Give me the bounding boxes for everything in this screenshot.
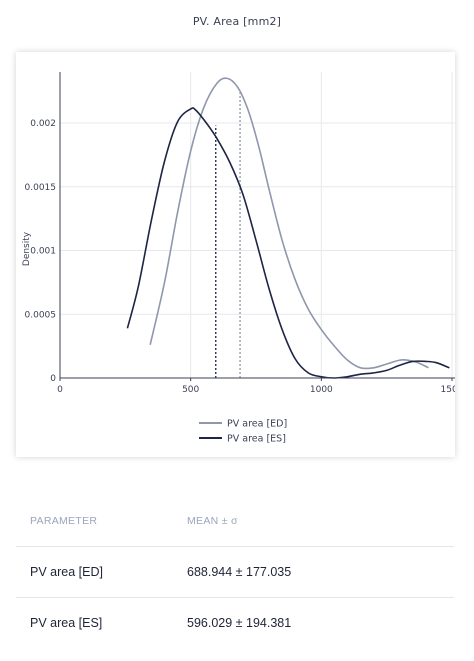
- legend[interactable]: PV area [ED] PV area [ES]: [199, 419, 287, 445]
- mean-lines: [215, 92, 241, 378]
- row-parameter: PV area [ED]: [30, 565, 103, 579]
- y-tick-label: 0.0005: [25, 310, 57, 320]
- table-row: PV area [ED] 688.944 ± 177.035: [16, 547, 454, 598]
- series-line: [149, 77, 429, 370]
- legend-item-label[interactable]: PV area [ES]: [227, 434, 286, 445]
- y-tick-label: 0.001: [30, 247, 56, 257]
- row-mean: 596.029 ± 194.381: [187, 616, 292, 630]
- grid-lines: [60, 72, 455, 378]
- header-mean: MEAN ± σ: [187, 514, 238, 527]
- row-parameter: PV area [ES]: [30, 616, 103, 630]
- y-axis-label: Density: [22, 231, 32, 266]
- series-lines: [126, 77, 450, 379]
- axes: [59, 72, 455, 379]
- table-header: PARAMETER MEAN ± σ: [16, 495, 454, 547]
- parameter-table: PARAMETER MEAN ± σ PV area [ED] 688.944 …: [16, 495, 454, 648]
- x-tick-label: 500: [182, 385, 199, 395]
- table-row: PV area [ES] 596.029 ± 194.381: [16, 598, 454, 648]
- legend-item-label[interactable]: PV area [ED]: [227, 419, 287, 430]
- x-tick-label: 0: [57, 385, 63, 395]
- header-parameter: PARAMETER: [30, 514, 98, 527]
- series-line: [126, 107, 450, 379]
- y-tick-label: 0.002: [30, 119, 56, 129]
- y-tick-label: 0.0015: [25, 183, 57, 193]
- x-tick-label: 1000: [310, 385, 333, 395]
- chart-title: PV. Area [mm2]: [192, 15, 282, 28]
- row-mean: 688.944 ± 177.035: [187, 565, 292, 579]
- y-tick-label: 0: [50, 374, 56, 384]
